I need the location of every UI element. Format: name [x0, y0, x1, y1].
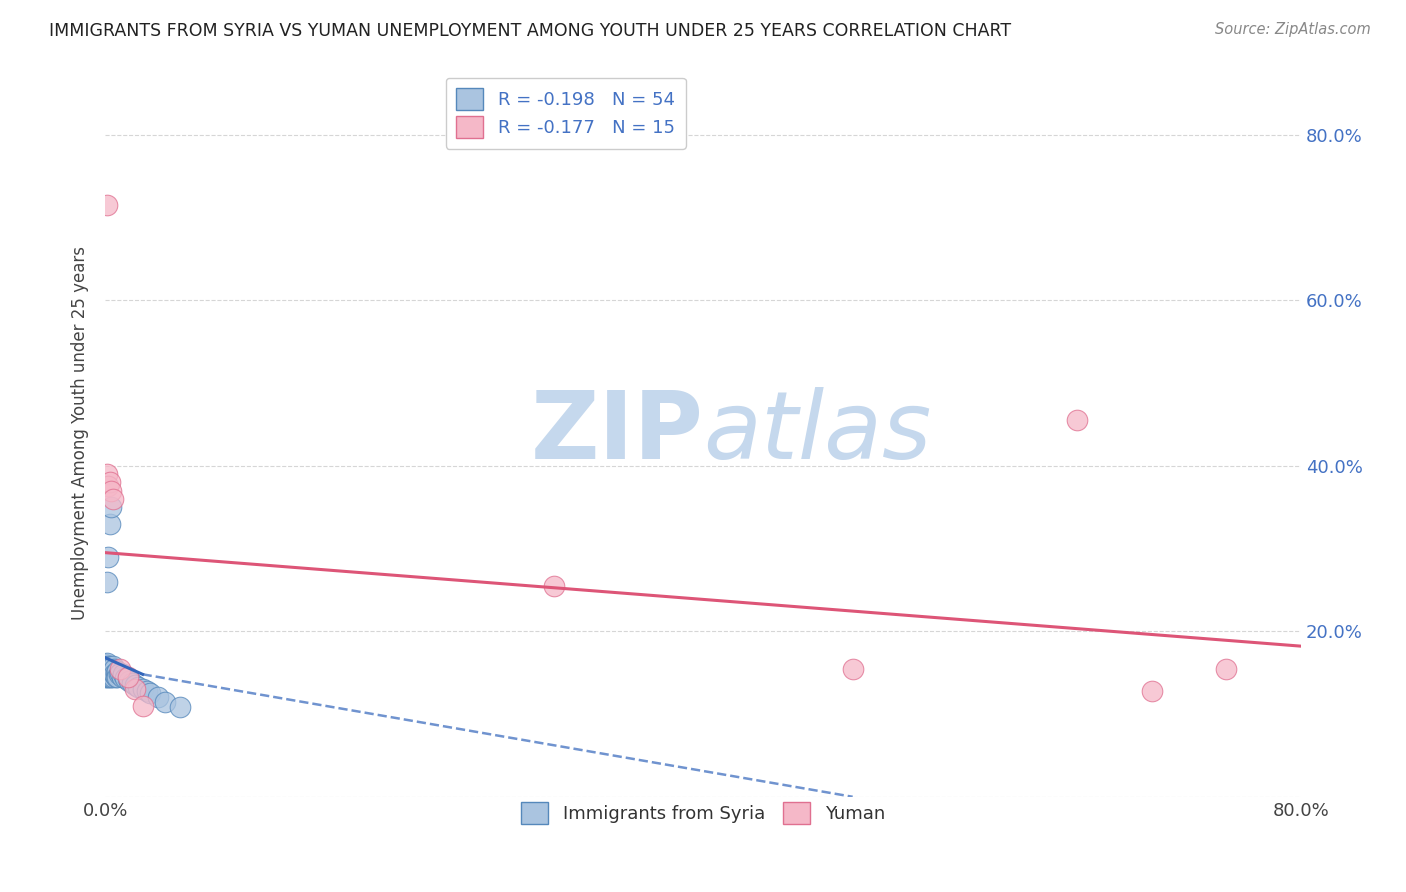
Point [104, 670, 127, 684]
Text: Source: ZipAtlas.com: Source: ZipAtlas.com [1215, 22, 1371, 37]
Point [104, 665, 127, 680]
Point [98, 475, 121, 490]
Point [124, 678, 146, 692]
Point [96, 574, 118, 589]
Point [101, 670, 124, 684]
Point [100, 667, 122, 681]
Point [97, 549, 120, 564]
Point [101, 659, 124, 673]
Point [1140, 683, 1163, 698]
Point [117, 672, 139, 686]
Point [100, 661, 122, 675]
Point [124, 682, 146, 697]
Point [1066, 413, 1088, 427]
Point [96, 467, 118, 481]
Point [101, 491, 124, 506]
Point [98, 659, 121, 673]
Point [96, 656, 118, 670]
Point [97, 661, 120, 675]
Point [169, 700, 191, 714]
Point [543, 579, 565, 593]
Legend: Immigrants from Syria, Yuman: Immigrants from Syria, Yuman [510, 791, 896, 835]
Point [117, 670, 139, 684]
Point [108, 661, 131, 675]
Point [103, 661, 125, 675]
Point [105, 664, 128, 678]
Point [98, 670, 121, 684]
Point [100, 670, 122, 684]
Point [94, 667, 117, 681]
Point [111, 670, 134, 684]
Point [146, 690, 169, 705]
Point [136, 683, 159, 698]
Point [105, 670, 128, 684]
Point [131, 698, 153, 713]
Point [96, 664, 118, 678]
Point [94, 661, 117, 675]
Point [118, 673, 141, 688]
Point [97, 659, 120, 673]
Point [131, 682, 153, 697]
Point [96, 198, 118, 212]
Point [121, 675, 143, 690]
Point [841, 661, 863, 675]
Point [96, 661, 118, 675]
Point [112, 667, 135, 681]
Point [98, 661, 121, 675]
Point [153, 695, 176, 709]
Point [97, 667, 120, 681]
Point [97, 664, 120, 678]
Point [96, 659, 118, 673]
Point [96, 666, 118, 681]
Point [101, 664, 124, 678]
Point [108, 665, 131, 680]
Point [114, 672, 136, 686]
Text: IMMIGRANTS FROM SYRIA VS YUMAN UNEMPLOYMENT AMONG YOUTH UNDER 25 YEARS CORRELATI: IMMIGRANTS FROM SYRIA VS YUMAN UNEMPLOYM… [49, 22, 1011, 40]
Point [100, 500, 122, 515]
Point [107, 667, 129, 681]
Point [103, 667, 125, 681]
Point [96, 667, 118, 681]
Text: ZIP: ZIP [530, 386, 703, 479]
Y-axis label: Unemployment Among Youth under 25 years: Unemployment Among Youth under 25 years [72, 245, 89, 620]
Point [98, 516, 121, 531]
Point [97, 670, 120, 684]
Point [94, 657, 117, 672]
Point [97, 665, 120, 680]
Point [94, 670, 117, 684]
Point [97, 479, 120, 493]
Point [139, 686, 162, 700]
Point [100, 483, 122, 498]
Point [98, 664, 121, 678]
Point [98, 665, 121, 680]
Point [1215, 661, 1237, 675]
Point [96, 670, 118, 684]
Point [127, 680, 149, 694]
Text: atlas: atlas [703, 387, 931, 478]
